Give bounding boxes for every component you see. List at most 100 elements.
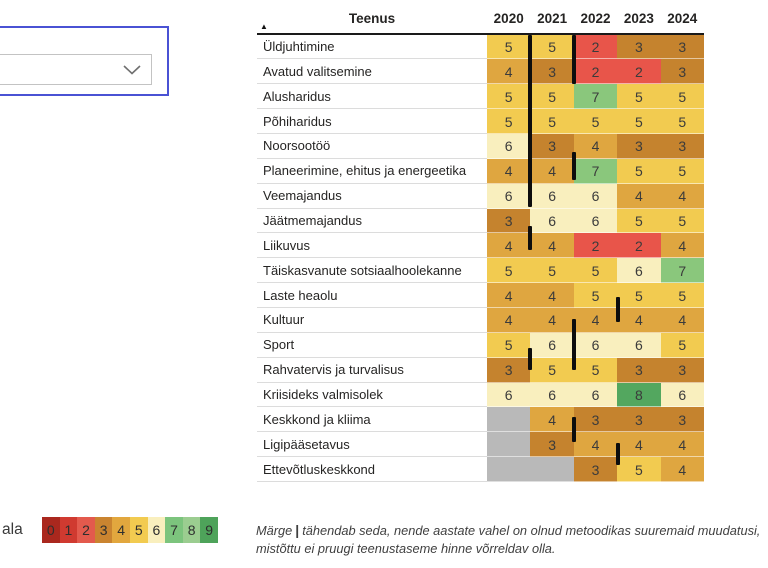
matrix-cell[interactable]: 2 xyxy=(617,59,661,85)
matrix-cell[interactable]: 5 xyxy=(487,258,531,284)
matrix-cell[interactable]: 4 xyxy=(573,432,618,458)
matrix-cell[interactable]: 4 xyxy=(660,183,704,209)
matrix-cell[interactable]: 5 xyxy=(487,109,531,134)
matrix-cell[interactable]: 5 xyxy=(573,258,618,284)
matrix-cell[interactable]: 4 xyxy=(573,134,618,159)
matrix-cell[interactable]: 3 xyxy=(530,134,574,159)
row-label[interactable]: Veemajandus xyxy=(257,183,487,209)
matrix-cell[interactable]: 5 xyxy=(487,84,531,110)
slicer-dropdown[interactable] xyxy=(0,54,152,85)
matrix-cell[interactable]: 5 xyxy=(617,84,661,110)
matrix-cell[interactable]: 5 xyxy=(573,109,618,134)
matrix-cell[interactable]: 6 xyxy=(617,332,661,358)
matrix-cell[interactable]: 5 xyxy=(660,84,704,110)
matrix-cell[interactable]: 5 xyxy=(487,34,531,60)
matrix-cell[interactable]: 6 xyxy=(487,382,531,408)
matrix-cell[interactable]: 5 xyxy=(530,109,574,134)
matrix-cell[interactable]: 5 xyxy=(617,283,661,308)
matrix-cell[interactable]: 4 xyxy=(660,457,704,482)
matrix-cell[interactable]: 5 xyxy=(660,109,704,134)
column-header-year-2023[interactable]: 2023 xyxy=(623,11,654,26)
matrix-cell[interactable]: 5 xyxy=(660,283,704,308)
matrix-cell[interactable]: 6 xyxy=(573,382,618,408)
row-label[interactable]: Kriisideks valmisolek xyxy=(257,382,487,408)
matrix-cell[interactable]: 5 xyxy=(660,332,704,358)
matrix-cell[interactable]: 4 xyxy=(660,308,704,333)
matrix-cell[interactable] xyxy=(530,457,574,482)
matrix-cell[interactable]: 7 xyxy=(660,258,704,284)
matrix-cell[interactable]: 4 xyxy=(530,158,574,184)
matrix-cell[interactable]: 6 xyxy=(487,183,531,209)
matrix-cell[interactable]: 4 xyxy=(617,432,661,458)
matrix-cell[interactable]: 6 xyxy=(573,208,618,234)
matrix-cell[interactable]: 4 xyxy=(530,308,574,333)
column-header-year-2022[interactable]: 2022 xyxy=(580,11,611,26)
matrix-cell[interactable]: 4 xyxy=(660,432,704,458)
matrix-cell[interactable]: 3 xyxy=(487,357,531,383)
matrix-cell[interactable]: 6 xyxy=(530,208,574,234)
matrix-cell[interactable]: 3 xyxy=(617,357,661,383)
matrix-cell[interactable]: 4 xyxy=(530,407,574,433)
row-label[interactable]: Alusharidus xyxy=(257,84,487,110)
matrix-cell[interactable]: 3 xyxy=(617,34,661,60)
matrix-cell[interactable]: 6 xyxy=(573,183,618,209)
matrix-cell[interactable]: 5 xyxy=(660,158,704,184)
matrix-cell[interactable]: 2 xyxy=(573,34,618,60)
matrix-cell[interactable]: 5 xyxy=(530,258,574,284)
matrix-cell[interactable]: 5 xyxy=(573,283,618,308)
column-header-service[interactable]: Teenus xyxy=(348,11,396,26)
matrix-cell[interactable]: 4 xyxy=(617,183,661,209)
matrix-cell[interactable]: 8 xyxy=(617,382,661,408)
row-label[interactable]: Noorsootöö xyxy=(257,134,487,159)
matrix-cell[interactable]: 3 xyxy=(573,457,618,482)
matrix-cell[interactable]: 4 xyxy=(573,308,618,333)
matrix-cell[interactable]: 3 xyxy=(617,134,661,159)
column-header-year-2021[interactable]: 2021 xyxy=(537,11,568,26)
matrix-cell[interactable]: 2 xyxy=(617,233,661,259)
row-label[interactable]: Ligipääsetavus xyxy=(257,432,487,458)
row-label[interactable]: Laste heaolu xyxy=(257,283,487,308)
matrix-cell[interactable]: 3 xyxy=(487,208,531,234)
matrix-cell[interactable]: 5 xyxy=(530,34,574,60)
matrix-cell[interactable]: 6 xyxy=(530,382,574,408)
matrix-cell[interactable]: 4 xyxy=(487,233,531,259)
row-label[interactable]: Põhiharidus xyxy=(257,109,487,134)
row-label[interactable]: Ettevõtluskeskkond xyxy=(257,457,487,482)
row-label[interactable]: Üldjuhtimine xyxy=(257,34,487,60)
matrix-cell[interactable]: 5 xyxy=(573,357,618,383)
matrix-cell[interactable]: 6 xyxy=(660,382,704,408)
matrix-cell[interactable]: 4 xyxy=(660,233,704,259)
row-label[interactable]: Avatud valitsemine xyxy=(257,59,487,85)
row-label[interactable]: Liikuvus xyxy=(257,233,487,259)
row-label[interactable]: Kultuur xyxy=(257,308,487,333)
matrix-cell[interactable]: 3 xyxy=(617,407,661,433)
matrix-cell[interactable]: 5 xyxy=(617,208,661,234)
matrix-cell[interactable]: 6 xyxy=(530,183,574,209)
matrix-cell[interactable]: 5 xyxy=(660,208,704,234)
row-label[interactable]: Jäätmemajandus xyxy=(257,208,487,234)
matrix-cell[interactable]: 2 xyxy=(573,59,618,85)
matrix-cell[interactable]: 6 xyxy=(530,332,574,358)
matrix-cell[interactable]: 5 xyxy=(617,158,661,184)
matrix-cell[interactable]: 7 xyxy=(573,84,618,110)
matrix-cell[interactable]: 3 xyxy=(660,59,704,85)
matrix-cell[interactable]: 3 xyxy=(530,59,574,85)
matrix-cell[interactable]: 4 xyxy=(617,308,661,333)
matrix-cell[interactable]: 5 xyxy=(487,332,531,358)
matrix-cell[interactable]: 4 xyxy=(487,283,531,308)
matrix-cell[interactable] xyxy=(487,457,531,482)
matrix-cell[interactable]: 3 xyxy=(660,34,704,60)
matrix-cell[interactable]: 5 xyxy=(617,457,661,482)
row-label[interactable]: Täiskasvanute sotsiaalhoolekanne xyxy=(257,258,487,284)
row-label[interactable]: Rahvatervis ja turvalisus xyxy=(257,357,487,383)
matrix-cell[interactable]: 4 xyxy=(530,283,574,308)
matrix-cell[interactable]: 4 xyxy=(530,233,574,259)
matrix-cell[interactable] xyxy=(487,432,531,458)
matrix-cell[interactable]: 4 xyxy=(487,59,531,85)
matrix-cell[interactable]: 3 xyxy=(660,134,704,159)
row-label[interactable]: Sport xyxy=(257,332,487,358)
column-header-year-2020[interactable]: 2020 xyxy=(493,11,524,26)
row-label[interactable]: Planeerimine, ehitus ja energeetika xyxy=(257,158,487,184)
column-header-year-2024[interactable]: 2024 xyxy=(667,11,698,26)
matrix-cell[interactable]: 3 xyxy=(573,407,618,433)
